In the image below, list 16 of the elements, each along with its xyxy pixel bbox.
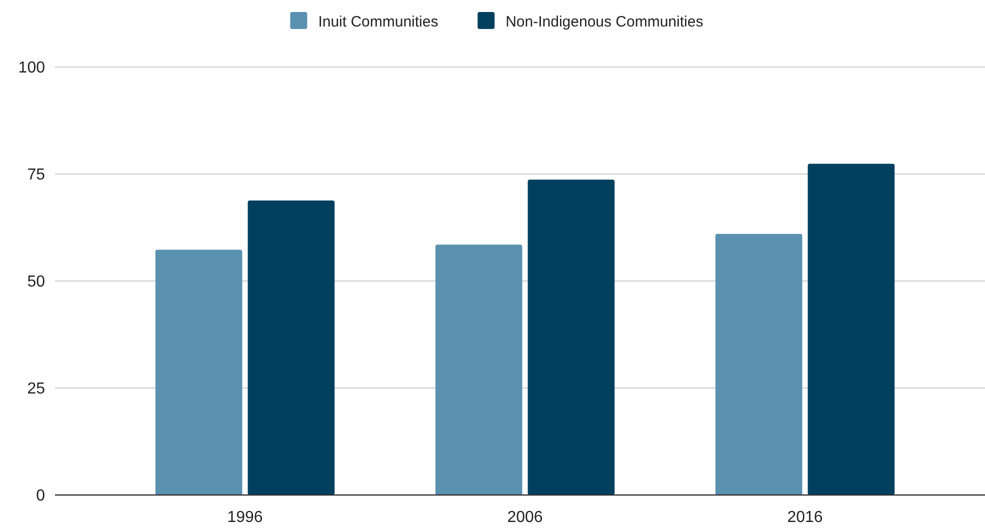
- bar: [248, 200, 335, 495]
- x-tick-label: 1996: [227, 509, 263, 526]
- y-tick-label: 100: [18, 60, 46, 77]
- bar: [528, 180, 615, 495]
- y-tick-label: 75: [27, 166, 46, 184]
- bar: [435, 244, 522, 495]
- legend-label: Non-Indigenous Communities: [506, 13, 704, 30]
- x-tick-label: 2016: [787, 509, 823, 526]
- bar: [808, 164, 895, 495]
- y-tick-label: 50: [27, 274, 46, 291]
- y-tick-label: 0: [36, 488, 46, 505]
- bar: [715, 234, 802, 495]
- y-tick-label: 25: [27, 380, 46, 398]
- bar: [155, 250, 242, 495]
- x-tick-label: 2006: [507, 509, 543, 526]
- legend-label: Inuit Communities: [318, 13, 438, 30]
